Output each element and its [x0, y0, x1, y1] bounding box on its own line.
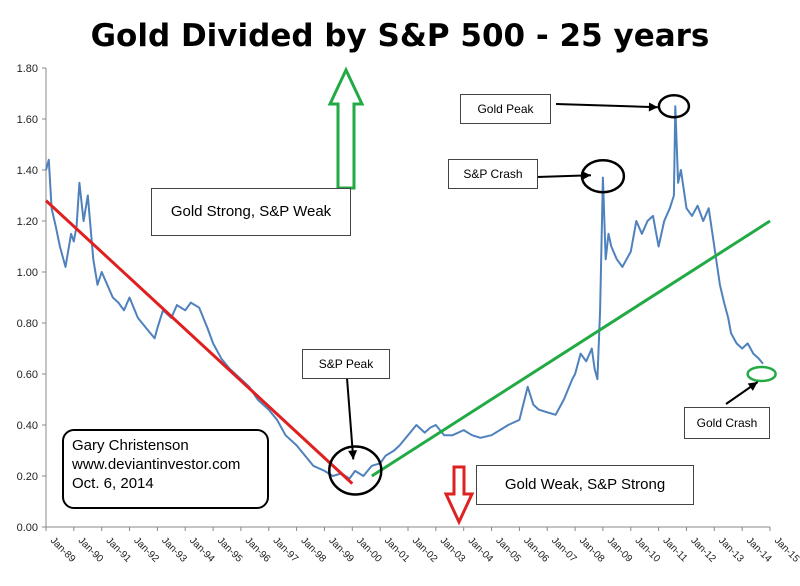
y-tick-label: 1.60: [17, 114, 38, 126]
y-tick-label: 0.20: [17, 471, 38, 483]
uptrend-line: [370, 219, 771, 478]
up-arrow-icon: [327, 66, 365, 190]
x-tick-label: Jan-93: [159, 535, 189, 565]
x-tick-label: Jan-03: [438, 535, 468, 565]
x-tick-label: Jan-96: [243, 535, 273, 565]
x-tick-label: Jan-07: [549, 535, 579, 565]
y-tick-label: 0.60: [17, 369, 38, 381]
gold-weak-label: Gold Weak, S&P Strong: [476, 465, 694, 505]
x-tick-label: Jan-15: [772, 535, 800, 565]
x-tick-label: Jan-12: [688, 535, 718, 565]
gold-crash-pointer-head: [747, 382, 758, 391]
down-arrow-icon: [443, 465, 475, 526]
sp-crash-label: S&P Crash: [448, 159, 538, 189]
x-tick-label: Jan-13: [716, 535, 746, 565]
x-tick-label: Jan-90: [76, 535, 106, 565]
x-tick-label: Jan-99: [326, 535, 356, 565]
gold-peak-pointer-line: [555, 103, 658, 109]
gold-sp-ratio-line: [45, 105, 764, 480]
x-tick-label: Jan-02: [410, 535, 440, 565]
x-tick-label: Jan-95: [215, 535, 245, 565]
x-tick-label: Jan-98: [298, 535, 328, 565]
x-tick-label: Jan-08: [577, 535, 607, 565]
series-group: [44, 105, 771, 485]
gold-crash-label: Gold Crash: [684, 407, 770, 439]
x-tick-label: Jan-05: [493, 535, 523, 565]
x-tick-label: Jan-00: [354, 535, 384, 565]
x-tick-label: Jan-89: [48, 535, 78, 565]
gold-crash-circle: [746, 365, 777, 383]
x-tick-label: Jan-91: [104, 535, 134, 565]
x-tick-label: Jan-06: [521, 535, 551, 565]
sp-peak-circle: [328, 445, 383, 496]
y-tick-label: 0.40: [17, 420, 38, 432]
y-tick-label: 1.00: [17, 267, 38, 279]
x-tick-label: Jan-14: [744, 535, 774, 565]
sp-peak-pointer-line: [346, 377, 355, 460]
x-tick-label: Jan-09: [605, 535, 635, 565]
x-axis-ticks: Jan-89Jan-90Jan-91Jan-92Jan-93Jan-94Jan-…: [45, 527, 800, 565]
author-name: Gary Christenson: [72, 437, 189, 454]
x-tick-label: Jan-04: [466, 535, 496, 565]
author-box: Gary Christenson www.deviantinvestor.com…: [62, 429, 269, 509]
sp-crash-pointer-head: [581, 171, 591, 180]
author-website: www.deviantinvestor.com: [72, 456, 241, 473]
chart-title: Gold Divided by S&P 500 - 25 years: [91, 18, 710, 54]
y-tick-label: 1.20: [17, 216, 38, 228]
x-tick-label: Jan-92: [131, 535, 161, 565]
author-date: Oct. 6, 2014: [72, 475, 154, 492]
x-tick-label: Jan-01: [382, 535, 412, 565]
gold-strong-label: Gold Strong, S&P Weak: [151, 188, 351, 236]
gold-peak-circle: [657, 94, 691, 119]
annotation-markers: [328, 94, 777, 496]
y-tick-label: 0.00: [17, 522, 38, 534]
y-axis-ticks: 0.00 0.20 0.40 0.60 0.80 1.00 1.20 1.40 1.60 1.80: [17, 63, 46, 534]
sp-peak-label: S&P Peak: [302, 349, 390, 379]
y-tick-label: 1.80: [17, 63, 38, 75]
x-tick-label: Jan-10: [633, 535, 663, 565]
y-tick-label: 1.40: [17, 165, 38, 177]
gold-peak-label: Gold Peak: [460, 94, 551, 124]
x-tick-label: Jan-94: [187, 535, 217, 565]
x-tick-label: Jan-11: [660, 535, 689, 564]
y-tick-label: 0.80: [17, 318, 38, 330]
sp-peak-pointer-head: [348, 450, 358, 460]
gold-peak-pointer-head: [648, 102, 658, 112]
downtrend-line: [44, 199, 354, 485]
x-tick-label: Jan-97: [271, 535, 301, 565]
